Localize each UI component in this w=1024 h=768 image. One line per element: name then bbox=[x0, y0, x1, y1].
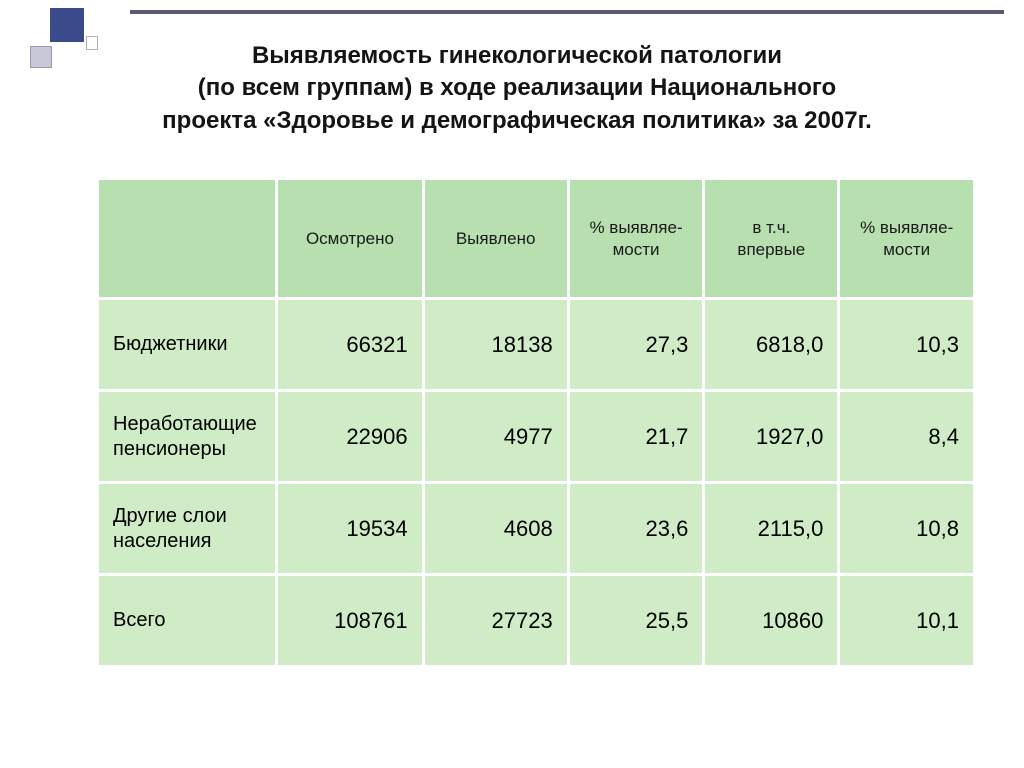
table-cell: 27,3 bbox=[568, 299, 704, 391]
table-cell: 10860 bbox=[704, 575, 839, 667]
title-line: (по всем группам) в ходе реализации Наци… bbox=[198, 74, 836, 101]
table-cell: 25,5 bbox=[568, 575, 704, 667]
table-cell: 10,1 bbox=[839, 575, 975, 667]
row-label: Бюджетники bbox=[98, 299, 277, 391]
table-cell: 10,3 bbox=[839, 299, 975, 391]
row-label: Другие слои населения bbox=[98, 483, 277, 575]
table-cell: 108761 bbox=[277, 575, 423, 667]
table-header-row: Осмотрено Выявлено % выявляе-мости в т.ч… bbox=[98, 179, 975, 299]
table-cell: 6818,0 bbox=[704, 299, 839, 391]
table-cell: 19534 bbox=[277, 483, 423, 575]
table-row: Всего1087612772325,51086010,1 bbox=[98, 575, 975, 667]
table-row: Бюджетники663211813827,36818,010,3 bbox=[98, 299, 975, 391]
table-cell: 66321 bbox=[277, 299, 423, 391]
title-line: проекта «Здоровье и демографическая поли… bbox=[162, 107, 872, 134]
col-header: % выявляе-мости bbox=[839, 179, 975, 299]
deco-square-small bbox=[86, 36, 98, 50]
header-rule bbox=[130, 10, 1004, 14]
table-cell: 8,4 bbox=[839, 391, 975, 483]
table-cell: 2115,0 bbox=[704, 483, 839, 575]
pathology-table: Осмотрено Выявлено % выявляе-мости в т.ч… bbox=[96, 177, 976, 668]
col-header: % выявляе-мости bbox=[568, 179, 704, 299]
slide-body: Выявляемость гинекологической патологии … bbox=[0, 0, 1024, 668]
table-cell: 22906 bbox=[277, 391, 423, 483]
row-label: Всего bbox=[98, 575, 277, 667]
col-header: в т.ч. впервые bbox=[704, 179, 839, 299]
deco-square-dark bbox=[50, 8, 84, 42]
col-header: Осмотрено bbox=[277, 179, 423, 299]
table-cell: 18138 bbox=[423, 299, 568, 391]
table-cell: 21,7 bbox=[568, 391, 704, 483]
col-header: Выявлено bbox=[423, 179, 568, 299]
table-row: Неработающие пенсионеры22906497721,71927… bbox=[98, 391, 975, 483]
table-cell: 4608 bbox=[423, 483, 568, 575]
table-row: Другие слои населения19534460823,62115,0… bbox=[98, 483, 975, 575]
col-header-empty bbox=[98, 179, 277, 299]
table-cell: 1927,0 bbox=[704, 391, 839, 483]
title-line: Выявляемость гинекологической патологии bbox=[252, 42, 782, 69]
table-cell: 10,8 bbox=[839, 483, 975, 575]
row-label: Неработающие пенсионеры bbox=[98, 391, 277, 483]
deco-square-light bbox=[30, 46, 52, 68]
table-cell: 4977 bbox=[423, 391, 568, 483]
table-cell: 27723 bbox=[423, 575, 568, 667]
table-cell: 23,6 bbox=[568, 483, 704, 575]
slide-title: Выявляемость гинекологической патологии … bbox=[90, 40, 944, 137]
